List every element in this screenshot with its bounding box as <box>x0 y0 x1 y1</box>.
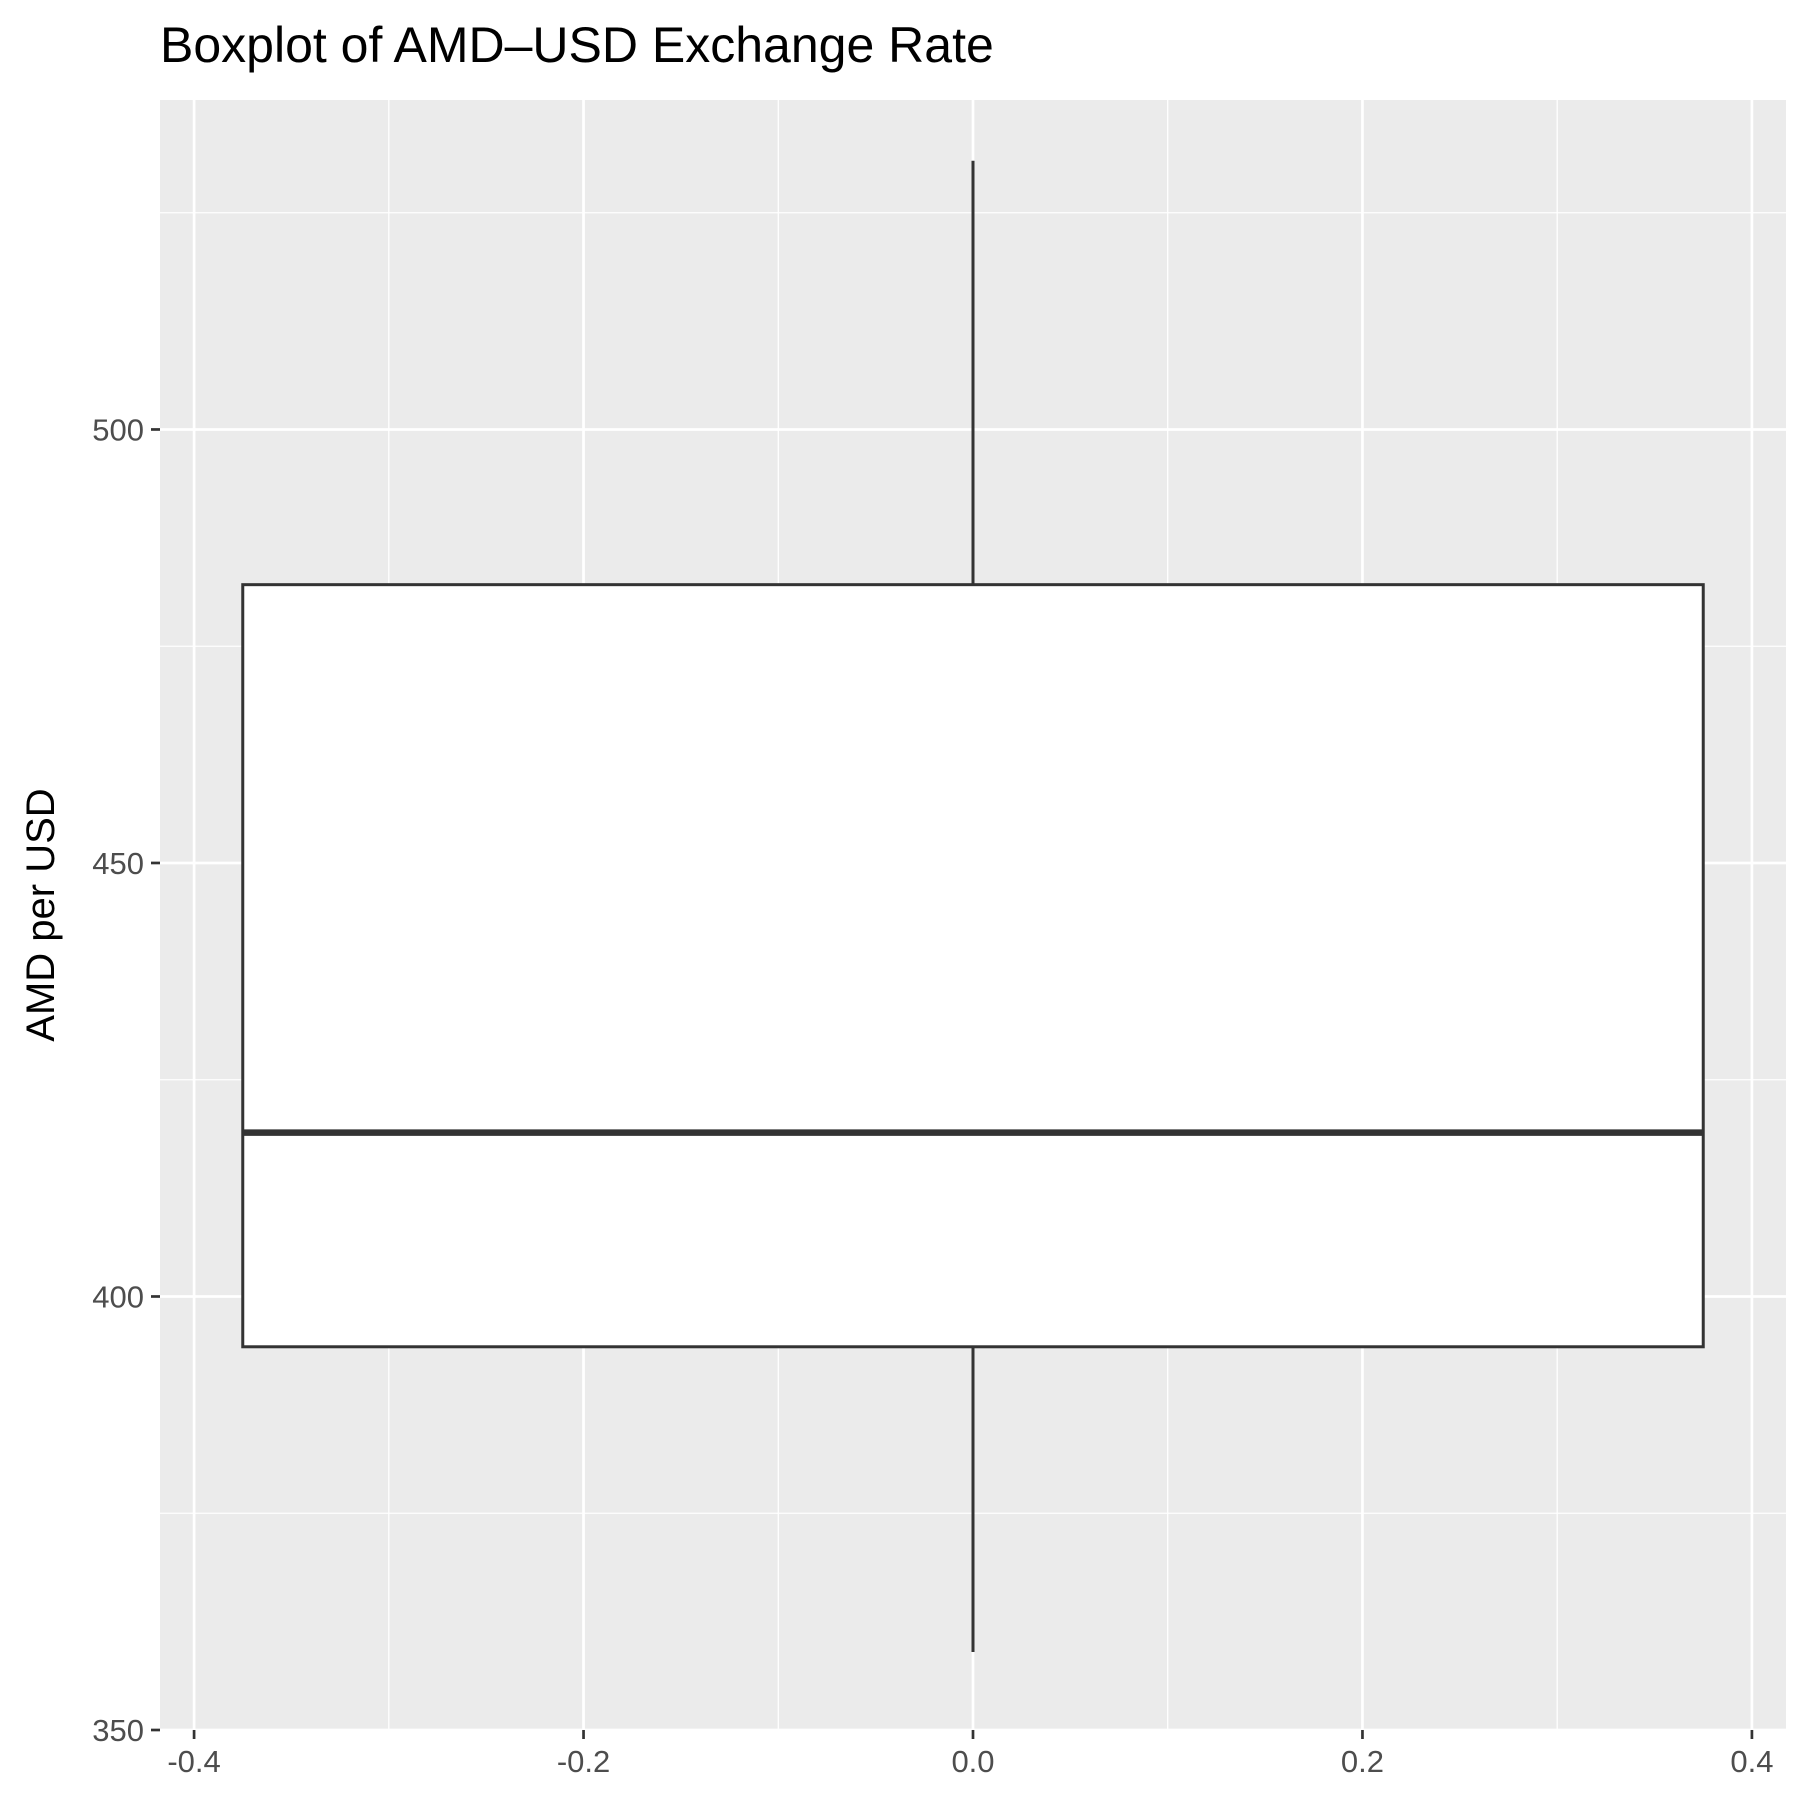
y-tick-label: 500 <box>92 412 144 447</box>
x-tick-label: -0.4 <box>167 1744 220 1779</box>
y-axis-label: AMD per USD <box>19 788 63 1041</box>
x-tick-label: 0.4 <box>1730 1744 1773 1779</box>
x-tick-label: 0.2 <box>1341 1744 1384 1779</box>
x-tick-label: -0.2 <box>557 1744 610 1779</box>
y-tick-label: 400 <box>92 1279 144 1314</box>
y-tick-label: 350 <box>92 1713 144 1748</box>
x-tick-label: 0.0 <box>951 1744 994 1779</box>
y-tick-label: 450 <box>92 846 144 881</box>
chart-title: Boxplot of AMD–USD Exchange Rate <box>160 17 994 73</box>
box-iqr <box>241 583 1705 1349</box>
